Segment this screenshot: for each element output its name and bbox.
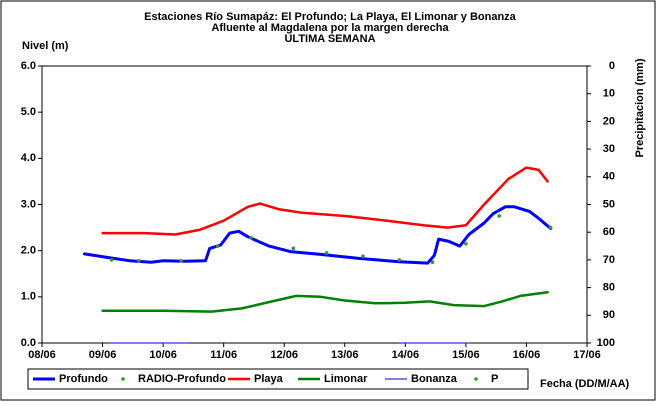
series-point — [464, 241, 468, 246]
series-point — [215, 244, 220, 248]
x-tick-label: 14/06 — [392, 349, 420, 361]
series-point — [497, 214, 501, 218]
chart-title: ULTIMA SEMANA — [284, 33, 375, 45]
x-tick-label: 08/06 — [28, 349, 56, 361]
legend-swatch — [474, 377, 478, 381]
y2-tick-label: 70 — [603, 254, 615, 266]
legend-box — [27, 368, 529, 390]
series-point — [548, 225, 553, 230]
legend-swatch — [121, 377, 125, 381]
series-point — [109, 258, 114, 262]
legend-label: Bonanza — [411, 373, 458, 385]
x-tick-label: 13/06 — [331, 349, 359, 361]
x-axis-label: Fecha (DD/M/AA) — [540, 378, 630, 390]
series-line — [101, 290, 549, 313]
legend-label: Playa — [254, 373, 284, 385]
series-point — [324, 251, 329, 255]
series-point — [397, 258, 402, 262]
series-line — [101, 166, 549, 236]
y2-tick-label: 90 — [603, 309, 615, 321]
legend-label: Limonar — [324, 373, 368, 385]
y2-tick-label: 10 — [603, 88, 615, 100]
series-point — [291, 246, 296, 251]
y2-tick-label: 50 — [603, 198, 615, 210]
y2-tick-label: 0 — [609, 60, 615, 72]
x-tick-label: 09/06 — [89, 349, 117, 361]
series-point — [137, 259, 141, 263]
series-point — [361, 254, 365, 259]
y-tick-label: 5.0 — [21, 106, 36, 118]
x-tick-label: 12/06 — [270, 349, 298, 361]
y2-tick-label: 30 — [603, 143, 615, 155]
y2-axis-label: Precipitacion (mm) — [634, 58, 646, 157]
y-axis-label: Nivel (m) — [22, 40, 69, 52]
legend-label: RADIO-Profundo — [138, 373, 226, 385]
series-point — [179, 259, 184, 263]
chart-title: Estaciones Río Sumapáz: El Profundo; La … — [144, 11, 517, 23]
y2-tick-label: 100 — [597, 337, 615, 349]
chart-title: Afluente al Magdalena por la margen dere… — [211, 22, 449, 34]
x-tick-label: 11/06 — [210, 349, 237, 361]
legend-label: P — [491, 373, 498, 385]
y-tick-label: 1.0 — [21, 291, 36, 303]
x-tick-label: 15/06 — [452, 349, 480, 361]
y-tick-label: 4.0 — [21, 152, 36, 164]
y2-tick-label: 80 — [603, 282, 615, 294]
series-point — [430, 260, 435, 265]
x-tick-label: 16/06 — [513, 349, 541, 361]
y2-tick-label: 40 — [603, 171, 615, 183]
y-tick-label: 3.0 — [21, 198, 36, 210]
y-tick-label: 2.0 — [21, 245, 36, 257]
y2-tick-label: 20 — [603, 115, 615, 127]
y-tick-label: 0.0 — [21, 337, 36, 349]
x-tick-label: 17/06 — [573, 349, 601, 361]
x-tick-label: 10/06 — [149, 349, 177, 361]
y-tick-label: 6.0 — [21, 60, 36, 72]
legend-label: Profundo — [59, 373, 108, 385]
y2-tick-label: 60 — [603, 226, 615, 238]
series-point — [249, 235, 253, 240]
